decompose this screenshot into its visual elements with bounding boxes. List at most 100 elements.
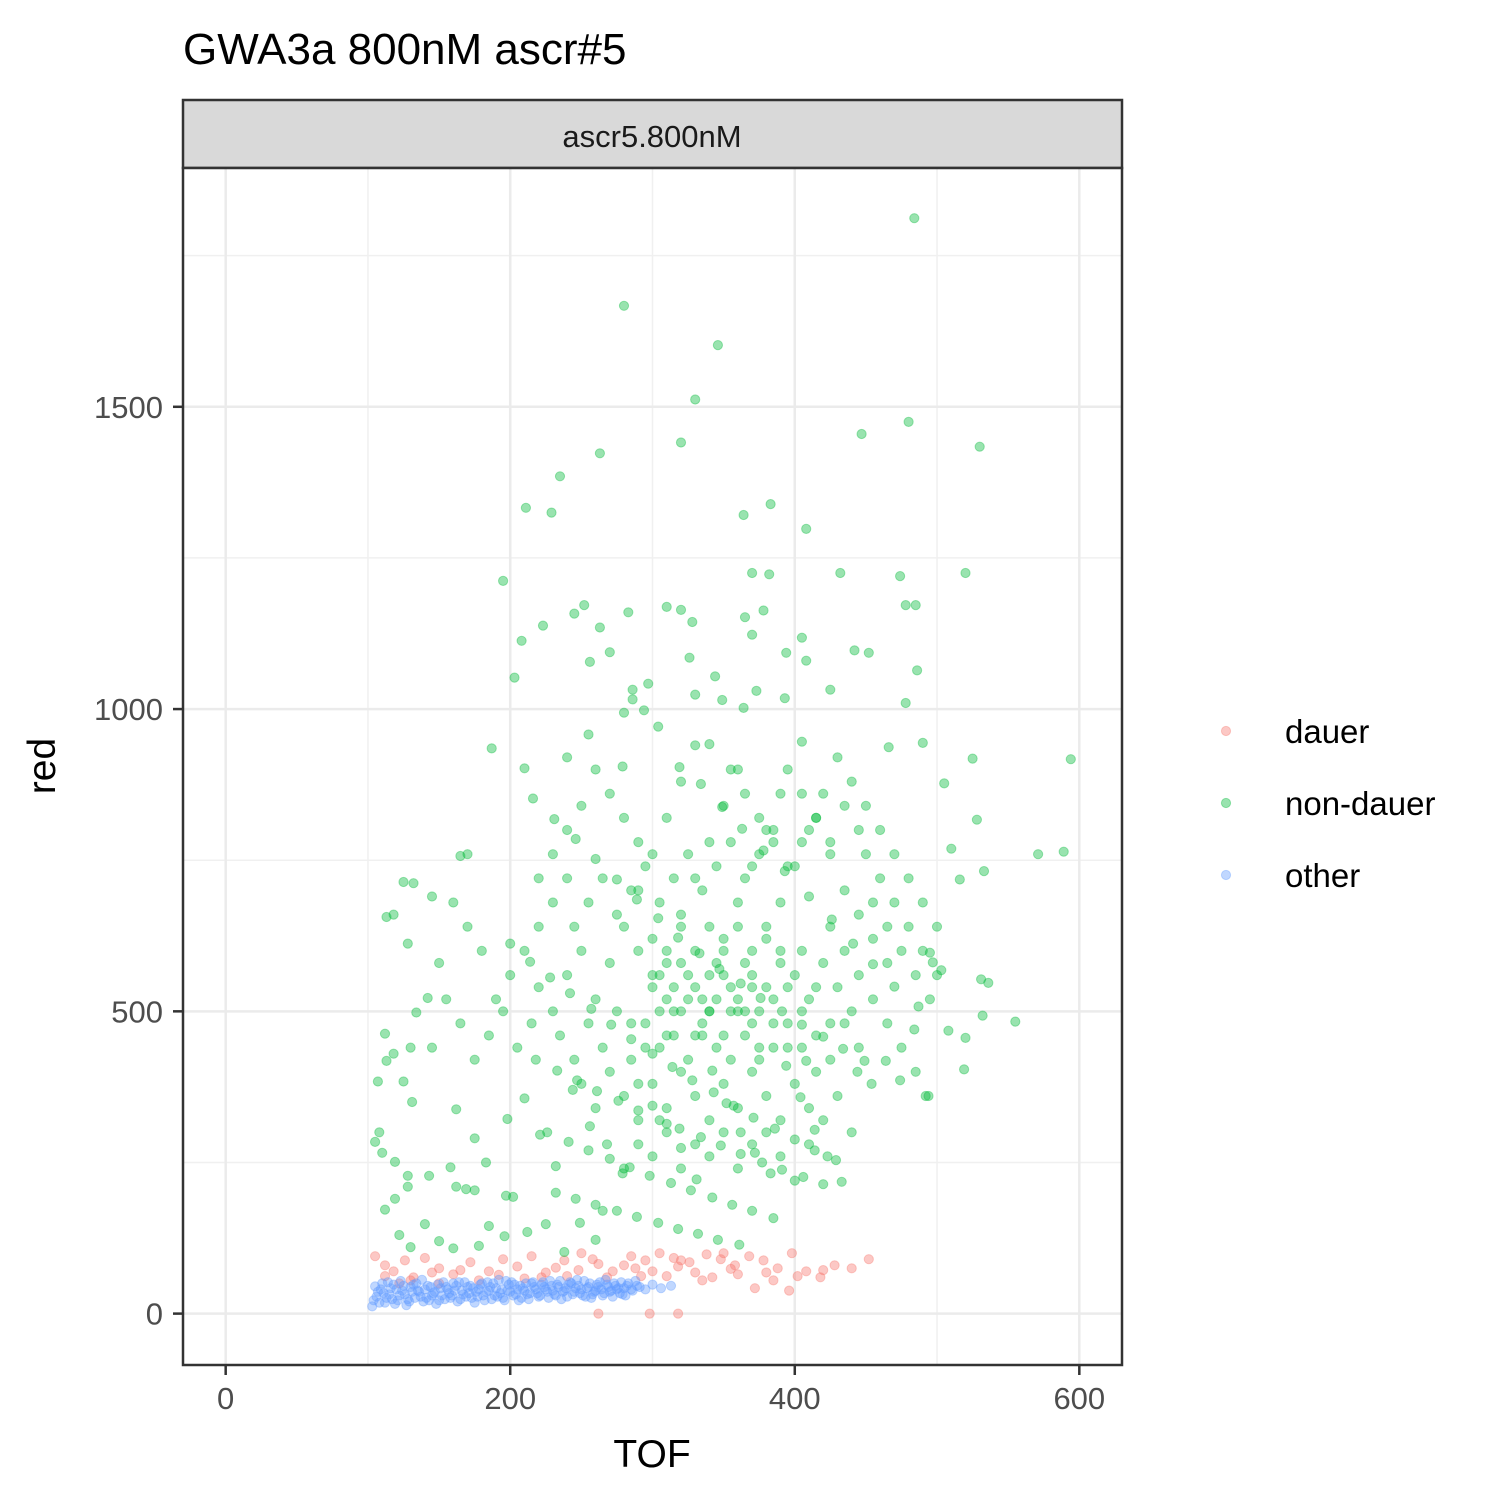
data-point (597, 1042, 608, 1053)
data-point (535, 1129, 546, 1140)
data-point (392, 1295, 403, 1306)
data-point (732, 897, 744, 908)
data-point (775, 897, 786, 908)
data-point (409, 1292, 420, 1304)
data-point (563, 1136, 574, 1148)
data-point (408, 878, 419, 889)
data-point (576, 1078, 587, 1090)
y-tick-label: 500 (111, 994, 163, 1029)
data-point (738, 702, 749, 714)
data-point (732, 1163, 744, 1174)
data-point (586, 1292, 597, 1304)
data-point (755, 992, 766, 1004)
facet-strip (181, 98, 1124, 170)
data-point (725, 837, 736, 848)
data-point (434, 1278, 445, 1289)
data-point (697, 1030, 708, 1041)
data-point (978, 866, 990, 877)
data-point (412, 1285, 423, 1296)
data-point (526, 1018, 537, 1029)
data-point (606, 1019, 617, 1030)
data-point (822, 1151, 833, 1162)
data-point (867, 897, 879, 908)
data-point (536, 1279, 547, 1290)
data-point (747, 861, 758, 872)
data-point (567, 1289, 578, 1300)
data-point (506, 1277, 517, 1288)
data-point (559, 1285, 570, 1296)
data-point (405, 1242, 416, 1253)
data-point (715, 1140, 726, 1151)
legend-item-dauer: dauer (1220, 713, 1369, 750)
data-point (946, 843, 957, 854)
data-point (512, 1284, 523, 1295)
legend-key (1220, 797, 1232, 809)
data-point (576, 1284, 587, 1295)
data-point (633, 1115, 644, 1126)
data-point (411, 1278, 422, 1289)
data-point (469, 1297, 480, 1308)
data-point (505, 1286, 516, 1297)
data-point (444, 1288, 455, 1299)
data-point (414, 1286, 425, 1297)
data-point (690, 982, 701, 993)
data-point (425, 1281, 436, 1293)
data-point (415, 1291, 426, 1302)
data-point (675, 1163, 687, 1174)
data-point (747, 567, 758, 579)
data-point (623, 607, 634, 618)
data-point (725, 1054, 736, 1065)
data-point (826, 914, 837, 925)
data-point (473, 1240, 484, 1252)
data-point (882, 957, 893, 969)
data-point (434, 957, 445, 969)
data-point (426, 1042, 438, 1053)
data-point (779, 693, 790, 704)
data-point (486, 1294, 497, 1305)
grid-lines (183, 168, 1122, 1365)
data-point (533, 982, 544, 993)
data-point (574, 1217, 586, 1229)
data-point (566, 1278, 577, 1289)
data-point (408, 1272, 419, 1283)
data-point (597, 1290, 608, 1301)
data-point (601, 1272, 613, 1283)
data-point (910, 600, 921, 611)
data-point (744, 1251, 755, 1262)
data-point (867, 933, 879, 944)
data-point (704, 1006, 715, 1017)
data-point (498, 1292, 509, 1304)
data-point (811, 1030, 822, 1041)
data-point (405, 1275, 416, 1286)
data-point (880, 1055, 891, 1067)
data-point (374, 1127, 385, 1138)
data-point (781, 1060, 792, 1071)
data-point (1058, 846, 1069, 857)
data-point (782, 1018, 793, 1029)
data-point (498, 1006, 509, 1017)
data-point (525, 1288, 536, 1299)
data-point (739, 1006, 751, 1017)
data-point (640, 1284, 651, 1295)
data-point (448, 897, 459, 908)
data-point (900, 600, 911, 611)
data-point (593, 1281, 604, 1293)
data-point (697, 1018, 708, 1029)
data-point (712, 340, 724, 351)
data-point (370, 1281, 381, 1292)
data-point (434, 1263, 445, 1274)
data-point (690, 740, 701, 751)
data-point (715, 1254, 726, 1265)
data-point (863, 647, 874, 658)
data-point (426, 1267, 438, 1278)
data-point (633, 885, 644, 896)
data-point (769, 1123, 781, 1134)
data-point (732, 1006, 744, 1017)
data-point (554, 471, 566, 482)
data-point (732, 1269, 744, 1280)
data-point (569, 1054, 580, 1065)
data-point (853, 970, 864, 981)
data-point (489, 1290, 500, 1301)
data-point (647, 970, 658, 981)
